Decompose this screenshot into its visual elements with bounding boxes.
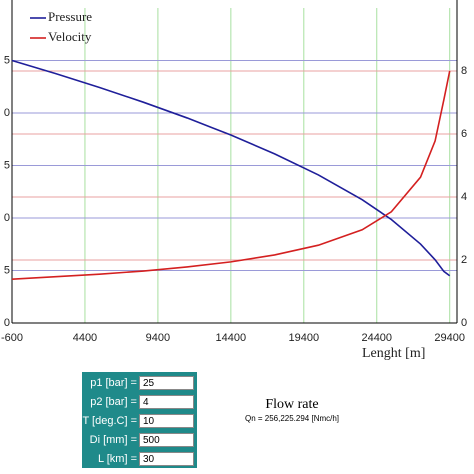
y-tick-label: 0 <box>4 212 10 224</box>
y2-tick-label: 6 <box>461 128 467 140</box>
y2-tick-label: 4 <box>461 191 467 203</box>
result-title: Flow rate <box>265 397 319 412</box>
field-label: p2 [bar] = <box>90 396 137 408</box>
x-tick-label: 29400 <box>434 332 465 344</box>
y2-tick-label: 8 <box>461 65 467 77</box>
y-tick-label: 0 <box>4 107 10 119</box>
field-label: p1 [bar] = <box>90 377 137 389</box>
field-label: L [km] = <box>97 453 137 465</box>
x-tick-label: 24400 <box>361 332 392 344</box>
series-line <box>11 70 451 281</box>
y2-tick-label: 0 <box>461 317 467 329</box>
y-tick-label: 0 <box>4 317 10 329</box>
x-tick-label: 9400 <box>146 332 170 344</box>
field-input[interactable]: 4 <box>139 395 194 409</box>
field-label: T [deg.C] = <box>82 415 137 427</box>
y-tick-label: 5 <box>4 159 10 171</box>
legend-label: Velocity <box>48 29 92 44</box>
field-input[interactable]: 25 <box>139 376 194 390</box>
field-label: Di [mm] = <box>89 434 137 446</box>
x-axis-label: Lenght [m] <box>362 346 425 361</box>
field-input[interactable]: 30 <box>139 452 194 466</box>
legend-label: Pressure <box>48 9 92 24</box>
y-tick-label: 5 <box>4 264 10 276</box>
form-row: L [km] = 30 <box>82 452 197 468</box>
y-tick-label: 5 <box>4 54 10 66</box>
form-row: p1 [bar] = 25 <box>82 376 197 392</box>
series-line <box>11 59 451 277</box>
form-row: T [deg.C] = 10 <box>82 414 197 430</box>
y2-tick-label: 2 <box>461 254 467 266</box>
x-tick-label: 14400 <box>216 332 247 344</box>
result-text: Qn = 256,225.294 [Nmc/h] <box>244 414 340 423</box>
chart: Lenght [m] -600 4400 9400 14400 19400 24400 29… <box>1 0 467 361</box>
field-input[interactable]: 10 <box>139 414 194 428</box>
form-row: Di [mm] = 500 <box>82 433 197 449</box>
form-row: p2 [bar] = 4 <box>82 395 197 411</box>
field-input[interactable]: 500 <box>139 433 194 447</box>
x-tick-label: -600 <box>1 332 23 344</box>
x-tick-label: 19400 <box>289 332 320 344</box>
x-tick-label: 4400 <box>73 332 97 344</box>
input-form: p1 [bar] = 25 p2 [bar] = 4 T [deg.C] = 10 Di [… <box>82 372 197 468</box>
